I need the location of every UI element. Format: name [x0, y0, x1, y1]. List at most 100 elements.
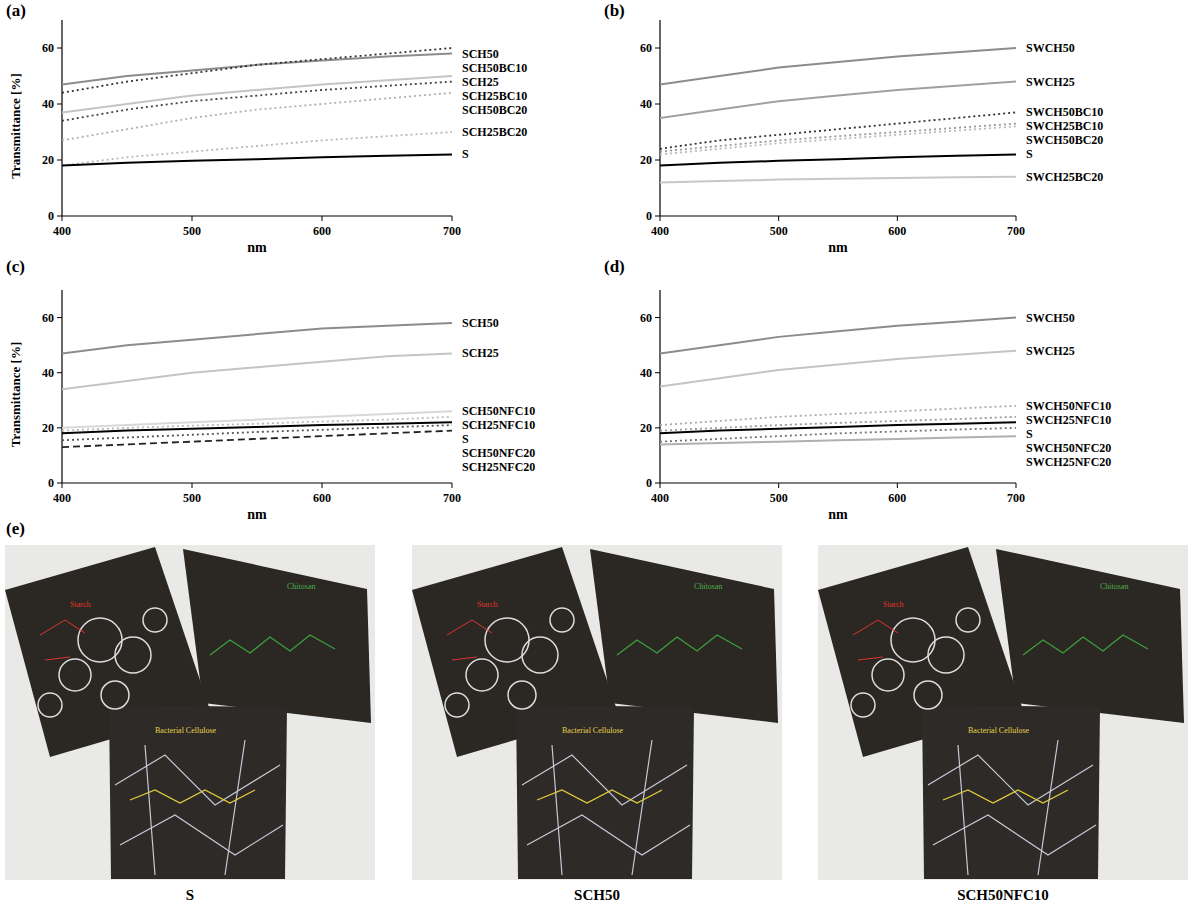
photo-text: Starch: [70, 600, 90, 609]
panel-label: (b): [604, 1, 625, 20]
y-tick-label: 0: [48, 209, 54, 223]
panel-label: (c): [6, 257, 25, 276]
series-label: SWCH25: [1026, 344, 1075, 358]
molecule: [1023, 635, 1148, 655]
y-tick: [655, 48, 660, 49]
series-line: [62, 353, 452, 389]
series-line: [660, 436, 1016, 444]
series-line: [660, 82, 1016, 118]
y-tick: [655, 317, 660, 318]
series-line: [62, 48, 452, 93]
photo-text: Starch: [883, 600, 903, 609]
x-axis-title: nm: [828, 240, 848, 255]
tile: [590, 549, 778, 723]
y-tick-label: 20: [640, 153, 652, 167]
photo-text: Bacterial Cellulose: [155, 726, 217, 735]
y-tick-label: 40: [42, 97, 54, 111]
series-line: [660, 318, 1016, 354]
x-tick: [660, 483, 661, 488]
panel: (b)0204060400500600700nmSWCH50SWCH25SWCH…: [604, 1, 1103, 255]
panel-label: (a): [6, 1, 26, 20]
x-tick: [452, 483, 453, 488]
y-tick: [655, 372, 660, 373]
series-label: SCH25BC20: [462, 125, 527, 139]
x-tick: [192, 216, 193, 221]
y-tick: [655, 427, 660, 428]
x-tick-label: 500: [183, 224, 201, 238]
series-label: SCH25: [462, 75, 499, 89]
tile: [922, 705, 1100, 879]
x-tick-label: 700: [443, 224, 461, 238]
photo-caption: SCH50NFC10: [957, 887, 1049, 903]
photo-text: Chitosan: [287, 582, 315, 591]
series-line: [660, 126, 1016, 154]
tile: [996, 549, 1184, 723]
x-axis: [62, 215, 452, 216]
granule: [928, 637, 964, 673]
y-tick: [57, 317, 62, 318]
series-label: SCH25: [462, 346, 499, 360]
lines: [660, 48, 1016, 182]
series-label: SWCH25NFC20: [1026, 455, 1111, 469]
y-tick: [655, 216, 660, 217]
x-tick-label: 700: [1007, 224, 1025, 238]
y-axis: [61, 290, 62, 483]
photo-ground: [412, 545, 782, 880]
series-label: S: [462, 147, 469, 161]
series-label: SWCH25: [1026, 75, 1075, 89]
panel: (c)0204060400500600700nmTransmittance [%…: [6, 257, 535, 522]
y-axis-title: Transmittance [%]: [8, 73, 23, 179]
molecule: [130, 790, 255, 803]
y-tick-label: 60: [640, 311, 652, 325]
y-axis: [61, 20, 62, 216]
series-label: SCH25NFC10: [462, 418, 535, 432]
x-tick-label: 400: [53, 491, 71, 505]
series-line: [62, 76, 452, 112]
series-label: S: [462, 432, 469, 446]
y-tick-label: 20: [42, 153, 54, 167]
granule: [59, 659, 91, 691]
series-label: SCH50: [462, 316, 499, 330]
granule: [143, 608, 167, 632]
series-label: SWCH50: [1026, 311, 1075, 325]
y-tick-label: 20: [640, 421, 652, 435]
x-tick: [897, 483, 898, 488]
x-tick-label: 600: [888, 224, 906, 238]
granule: [445, 693, 469, 717]
x-axis: [62, 482, 452, 483]
series-label: SWCH25NFC10: [1026, 413, 1111, 427]
series-label: S: [1026, 147, 1033, 161]
photo: Starch Chitosan Bacterial Cellulose: [5, 545, 375, 880]
y-tick-label: 60: [42, 41, 54, 55]
photo-text: Starch: [477, 600, 497, 609]
series-label: SWCH50BC20: [1026, 133, 1103, 147]
y-tick-label: 60: [640, 41, 652, 55]
series-line: [62, 154, 452, 165]
network: [928, 740, 1096, 875]
y-tick-label: 20: [42, 421, 54, 435]
series-line: [660, 177, 1016, 183]
x-axis: [660, 482, 1016, 483]
x-tick: [322, 483, 323, 488]
x-tick: [778, 483, 779, 488]
y-tick: [57, 48, 62, 49]
photo-text: Bacterial Cellulose: [562, 726, 624, 735]
series-line: [660, 406, 1016, 425]
series-label: SCH50BC10: [462, 61, 527, 75]
y-tick-label: 0: [646, 476, 652, 490]
y-tick: [57, 216, 62, 217]
y-tick-label: 0: [48, 476, 54, 490]
x-tick-label: 600: [313, 224, 331, 238]
series-line: [660, 48, 1016, 84]
molecule: [40, 620, 85, 660]
lines: [62, 323, 452, 447]
y-tick: [57, 427, 62, 428]
network: [522, 740, 690, 875]
x-tick-label: 500: [770, 491, 788, 505]
y-tick: [57, 483, 62, 484]
photo: StarchChitosanBacterial Cellulose: [818, 545, 1188, 880]
y-tick: [655, 160, 660, 161]
series-line: [660, 422, 1016, 433]
y-tick-label: 40: [640, 366, 652, 380]
tile: [109, 705, 287, 879]
